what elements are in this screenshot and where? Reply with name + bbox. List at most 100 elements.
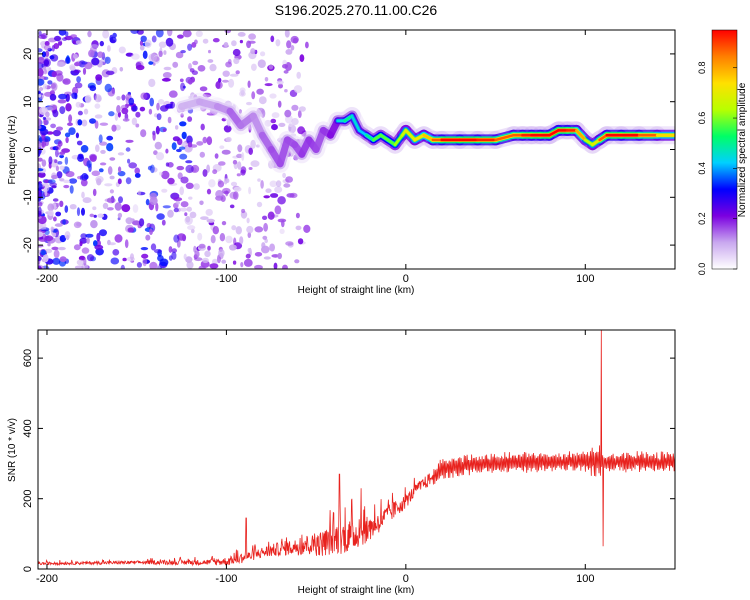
noise-blob <box>59 235 67 243</box>
noise-blob <box>254 226 264 233</box>
noise-blob <box>208 49 211 54</box>
x-tick-label: 100 <box>576 273 594 285</box>
noise-blob <box>258 96 267 105</box>
snr-y-axis-label: SNR (10 * v/v) <box>7 418 18 482</box>
noise-blob <box>38 56 45 64</box>
noise-blob <box>221 221 227 226</box>
noise-blob <box>97 51 104 58</box>
noise-blob <box>38 231 44 238</box>
noise-blob <box>145 198 150 206</box>
noise-blob <box>212 38 220 43</box>
noise-blob <box>58 30 67 36</box>
noise-blob <box>109 36 117 44</box>
noise-blob <box>239 39 243 44</box>
noise-blob <box>186 135 193 144</box>
noise-blob <box>185 216 191 223</box>
noise-blob <box>98 134 103 143</box>
noise-blob <box>206 188 212 195</box>
noise-blob <box>132 204 139 213</box>
colorbar-tick-label: 0.0 <box>697 263 707 276</box>
noise-blob <box>102 30 110 39</box>
noise-blob <box>116 96 121 101</box>
noise-blob <box>102 202 109 209</box>
noise-blob <box>38 146 42 155</box>
noise-blob <box>240 166 247 174</box>
noise-blob <box>297 110 302 118</box>
noise-blob <box>231 225 237 231</box>
spectrogram-y-ticks: -20 -10 0 10 20 <box>22 48 675 253</box>
noise-blob <box>265 188 272 193</box>
noise-blob <box>186 261 194 269</box>
noise-blob <box>122 118 130 122</box>
noise-blob <box>149 97 154 107</box>
noise-blob <box>38 124 42 130</box>
ridge-segment <box>422 133 435 142</box>
noise-blob <box>194 39 198 45</box>
noise-blob <box>114 112 119 121</box>
noise-blob <box>282 64 288 69</box>
noise-blob <box>114 234 123 243</box>
noise-blob <box>176 148 182 153</box>
noise-blob <box>53 249 60 259</box>
noise-blob <box>118 166 122 173</box>
noise-blob <box>38 62 44 70</box>
noise-blob <box>38 141 42 149</box>
noise-blob <box>260 180 264 189</box>
noise-blob <box>270 193 279 198</box>
noise-blob <box>134 173 141 178</box>
noise-blob <box>71 92 78 99</box>
noise-blob <box>237 32 246 37</box>
noise-blob <box>51 71 57 78</box>
noise-blob <box>81 207 85 216</box>
noise-blob <box>245 253 251 259</box>
noise-blob <box>296 71 302 79</box>
noise-blob <box>223 178 228 185</box>
noise-blob <box>187 142 193 148</box>
noise-blob <box>100 149 106 154</box>
noise-blob <box>222 70 230 77</box>
noise-blob <box>155 30 164 38</box>
noise-blob <box>162 72 172 79</box>
noise-blob <box>38 34 46 39</box>
noise-blob <box>152 132 156 141</box>
noise-blob <box>94 244 104 250</box>
noise-blob <box>57 161 63 165</box>
noise-blob <box>254 264 263 269</box>
noise-blob <box>55 165 60 172</box>
noise-blob <box>235 226 242 235</box>
noise-blob <box>106 143 114 152</box>
noise-blob <box>197 65 206 72</box>
noise-blob <box>73 221 82 229</box>
ridge-segment <box>386 138 397 146</box>
noise-blob <box>206 112 216 116</box>
noise-blob <box>172 61 179 68</box>
noise-blob <box>56 144 61 151</box>
noise-blob <box>65 103 72 112</box>
noise-blob <box>150 164 155 174</box>
y-tick-label: 400 <box>22 419 34 437</box>
ridge-segment <box>249 112 266 139</box>
noise-blob <box>44 41 50 46</box>
noise-blob <box>187 116 193 122</box>
noise-blob <box>189 211 197 219</box>
noise-blob <box>167 116 172 124</box>
colorbar-tick-label: 0.6 <box>697 112 707 125</box>
noise-blob <box>121 94 126 101</box>
x-tick-label: -200 <box>36 273 58 285</box>
noise-blob <box>232 159 238 165</box>
noise-blob <box>58 246 66 251</box>
noise-blob <box>199 151 205 158</box>
noise-blob <box>238 109 242 114</box>
noise-blob <box>219 233 226 242</box>
noise-blob <box>53 216 57 222</box>
noise-blob <box>95 175 104 183</box>
noise-blob <box>44 235 54 242</box>
noise-blob <box>76 207 81 217</box>
noise-blob <box>107 207 114 211</box>
noise-blob <box>284 89 288 93</box>
noise-blob <box>127 227 135 233</box>
noise-blob <box>175 200 180 205</box>
noise-blob <box>128 97 135 106</box>
noise-blob <box>285 241 294 246</box>
noise-blob <box>136 262 142 268</box>
